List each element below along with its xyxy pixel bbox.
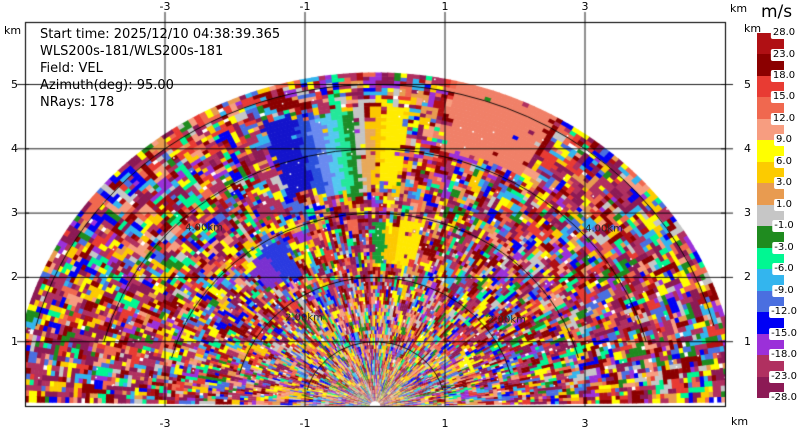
colorbar-tick-16: -23.0 (769, 370, 799, 383)
colorbar-tick-12: -9.0 (772, 284, 796, 297)
colorbar-tick-9: -1.0 (772, 220, 796, 233)
colorbar-tick-2: 18.0 (770, 69, 798, 82)
y-tick-left-0: 5 (11, 77, 18, 91)
colorbar-tick-15: -18.0 (769, 349, 799, 362)
y-axis-unit-right: km (744, 22, 762, 35)
y-axis-unit-left: km (4, 24, 22, 37)
y-tick-right-1: 4 (744, 141, 751, 155)
azimuth-text: Azimuth(deg): 95.00 (40, 78, 174, 93)
y-tick-right-3: 2 (744, 270, 751, 284)
colorbar-title: m/s (761, 2, 793, 22)
colorbar-tick-10: -3.0 (772, 241, 796, 254)
colorbar-tick-4: 12.0 (770, 112, 798, 125)
instrument-text: WLS200s-181/WLS200s-181 (40, 44, 224, 59)
y-tick-left-4: 1 (11, 334, 18, 348)
colorbar-tick-5: 9.0 (774, 134, 794, 147)
range-ring-label-0: 4.00km (185, 222, 223, 234)
y-tick-left-3: 2 (11, 270, 18, 284)
y-tick-right-0: 5 (744, 77, 751, 91)
range-ring-label-2: 2.00km (285, 312, 323, 324)
colorbar-tick-7: 3.0 (774, 177, 794, 190)
x-tick-top-2: 1 (441, 0, 449, 13)
colorbar-tick-14: -15.0 (769, 327, 799, 340)
colorbar-tick-11: -6.0 (772, 263, 796, 276)
start-time-text: Start time: 2025/12/10 04:38:39.365 (40, 27, 281, 42)
x-tick-top-1: -1 (299, 0, 311, 13)
colorbar-tick-3: 15.0 (770, 91, 798, 104)
x-tick-top-0: -3 (159, 0, 171, 13)
colorbar (757, 33, 784, 399)
x-axis-unit-bottom: km (731, 415, 749, 428)
range-ring-label-3: 2.00km (488, 314, 526, 326)
y-tick-right-4: 1 (744, 334, 751, 348)
colorbar-tick-0: 28.0 (770, 27, 798, 39)
colorbar-tick-1: 23.0 (770, 48, 798, 61)
y-tick-left-1: 4 (11, 141, 18, 155)
field-text: Field: VEL (40, 61, 103, 76)
y-tick-left-2: 3 (11, 206, 18, 220)
x-tick-top-3: 3 (581, 0, 589, 13)
y-tick-right-2: 3 (744, 206, 751, 220)
range-ring-label-1: 4.00km (585, 223, 623, 235)
colorbar-tick-6: 6.0 (774, 155, 794, 168)
x-tick-bottom-1: -1 (299, 417, 311, 430)
x-tick-bottom-3: 3 (581, 417, 589, 430)
x-axis-unit-top: km (730, 2, 748, 15)
x-tick-bottom-2: 1 (441, 417, 449, 430)
x-tick-bottom-0: -3 (159, 417, 171, 430)
nrays-text: NRays: 178 (40, 95, 115, 110)
colorbar-tick-8: 1.0 (774, 198, 794, 211)
colorbar-tick-13: -12.0 (769, 306, 799, 319)
scan-info-block: Start time: 2025/12/10 04:38:39.365 WLS2… (40, 26, 280, 111)
colorbar-tick-17: -28.0 (769, 392, 799, 404)
